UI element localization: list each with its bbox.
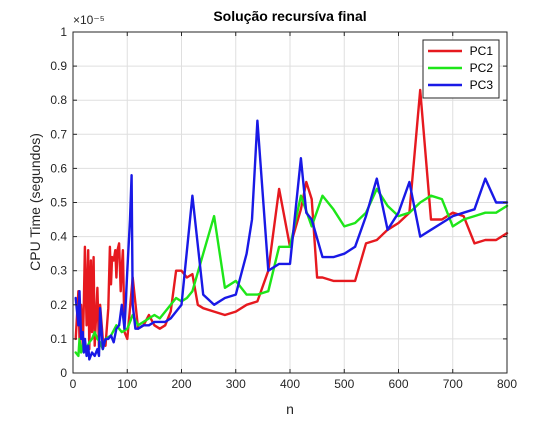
x-tick-label: 100 (117, 377, 137, 391)
y-tick-label: 0.1 (50, 332, 67, 346)
series-line-pc3 (74, 119, 509, 361)
tick-labels: 0 100 200 300 400 500 600 700 800 0 0.1 0.2 0.3 0.4 0.… (50, 25, 517, 391)
y-tick-label: 0.6 (50, 161, 67, 175)
y-tick-label: 0.2 (50, 298, 67, 312)
series-line-pc2 (74, 187, 509, 358)
legend-label-pc2: PC2 (470, 61, 494, 75)
x-tick-label: 0 (70, 377, 77, 391)
y-tick-label: 1 (60, 25, 67, 39)
x-tick-label: 300 (226, 377, 246, 391)
series-line-pc1 (74, 88, 509, 351)
x-tick-label: 700 (443, 377, 463, 391)
x-tick-label: 200 (171, 377, 191, 391)
x-tick-label: 400 (280, 377, 300, 391)
axis-ticks (72, 31, 508, 374)
x-axis-label: n (286, 401, 294, 417)
y-tick-label: 0 (60, 366, 67, 380)
x-tick-label: 600 (388, 377, 408, 391)
y-tick-label: 0.5 (50, 196, 67, 210)
y-tick-label: 0.8 (50, 93, 67, 107)
legend-label-pc3: PC3 (470, 78, 494, 92)
x-tick-label: 500 (334, 377, 354, 391)
y-tick-label: 0.4 (50, 230, 67, 244)
x-tick-label: 800 (497, 377, 517, 391)
legend: PC1 PC2 PC3 (422, 39, 500, 99)
legend-label-pc1: PC1 (470, 44, 494, 58)
y-tick-label: 0.9 (50, 59, 67, 73)
y-axis-label: CPU Time (segundos) (27, 133, 43, 271)
y-tick-label: 0.3 (50, 264, 67, 278)
series-lines (74, 88, 509, 361)
chart-title: Solução recursíva final (213, 8, 366, 24)
y-exponent-label: ×10⁻⁵ (73, 13, 105, 27)
y-tick-label: 0.7 (50, 127, 67, 141)
legend-items: PC1 PC2 PC3 (428, 44, 493, 92)
